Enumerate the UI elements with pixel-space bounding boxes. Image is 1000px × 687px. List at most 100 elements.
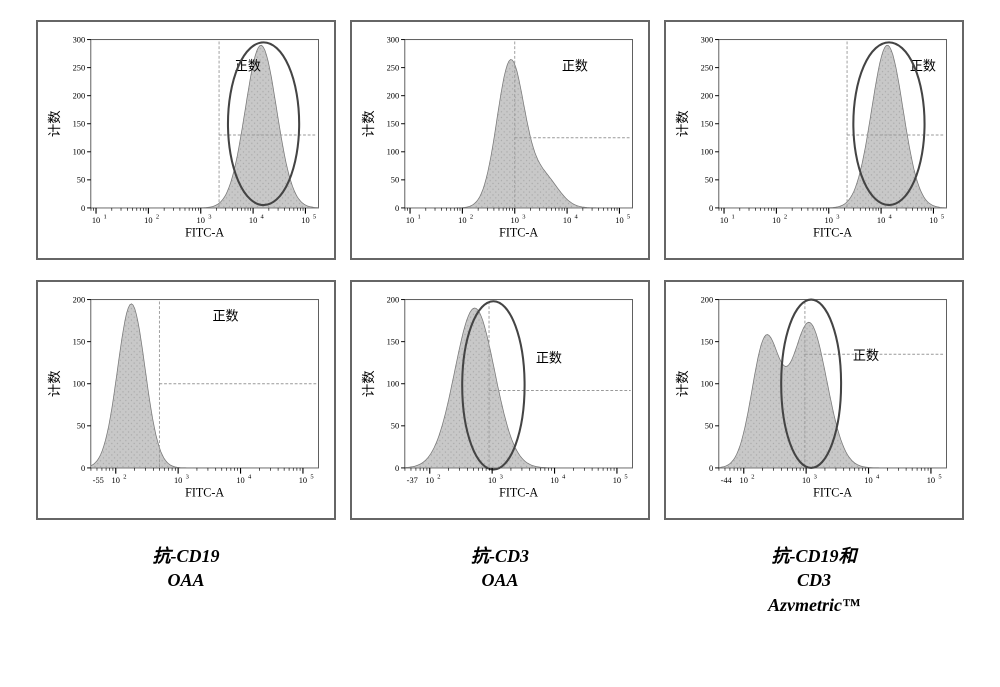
x-tick-exp: 2 (123, 473, 126, 480)
x-tick-exp: 3 (522, 213, 526, 220)
x-tick-exp: 4 (248, 473, 252, 480)
y-tick-label: 200 (387, 90, 400, 100)
y-tick-label: 200 (701, 90, 714, 100)
y-tick-label: 200 (73, 90, 86, 100)
x-tick-exp: 3 (208, 213, 212, 220)
y-tick-label: 100 (73, 147, 86, 157)
x-tick-exp: 4 (261, 213, 265, 220)
col-label-3: 抗-CD19和 CD3 Azvmetric™ (664, 544, 964, 617)
x-tick-exp: 5 (310, 473, 314, 480)
histogram (719, 322, 947, 468)
x-tick-label: 10 (197, 215, 205, 225)
histogram (91, 45, 319, 208)
y-tick-label: 150 (387, 336, 400, 346)
col-label-2: 抗-CD3 OAA (350, 544, 650, 617)
x-tick-label: 10 (112, 475, 120, 485)
x-axis-label: FITC-A (499, 225, 538, 239)
panel-top-right: 正数050100150200250300101102103104105FITC-… (664, 20, 964, 260)
x-tick-label: 10 (458, 215, 466, 225)
x-tick-label: 10 (927, 475, 935, 485)
x-tick-exp: 4 (575, 213, 579, 220)
x-tick-label: 10 (877, 215, 885, 225)
x-axis-label: FITC-A (185, 485, 224, 499)
y-tick-label: 250 (701, 62, 714, 72)
y-tick-label: 150 (701, 336, 714, 346)
x-tick-exp: 2 (470, 213, 473, 220)
x-tick-exp: 2 (437, 473, 440, 480)
x-tick-label: 10 (864, 475, 872, 485)
x-min-label: -44 (721, 475, 733, 485)
y-tick-label: 150 (387, 119, 400, 129)
x-tick-label: 10 (550, 475, 558, 485)
panel-bot-mid: 正数050100150200102103104105-37FITC-A计数 (350, 280, 650, 520)
x-tick-exp: 4 (876, 473, 880, 480)
x-tick-exp: 5 (624, 473, 628, 480)
gate-label: 正数 (562, 58, 588, 73)
histogram (405, 308, 633, 468)
x-tick-label: 10 (92, 215, 100, 225)
x-tick-exp: 4 (562, 473, 566, 480)
y-axis-label: 计数 (361, 110, 376, 137)
x-tick-label: 10 (426, 475, 434, 485)
panel-bot-left: 正数050100150200102103104105-55FITC-A计数 (36, 280, 336, 520)
y-tick-label: 300 (387, 34, 400, 44)
panel-bot-right: 正数050100150200102103104105-44FITC-A计数 (664, 280, 964, 520)
y-tick-label: 100 (387, 147, 400, 157)
y-tick-label: 150 (73, 119, 86, 129)
y-tick-label: 250 (73, 62, 86, 72)
y-tick-label: 50 (77, 421, 85, 431)
y-tick-label: 50 (391, 421, 399, 431)
y-tick-label: 0 (81, 203, 85, 213)
y-tick-label: 150 (701, 119, 714, 129)
x-tick-label: 10 (613, 475, 621, 485)
y-tick-label: 0 (81, 463, 85, 473)
x-tick-exp: 5 (313, 213, 317, 220)
gate-label: 正数 (212, 308, 238, 323)
y-axis-label: 计数 (675, 110, 690, 137)
y-tick-label: 0 (395, 463, 399, 473)
x-tick-label: 10 (929, 215, 937, 225)
x-axis-label: FITC-A (813, 485, 852, 499)
x-tick-label: 10 (720, 215, 728, 225)
y-tick-label: 200 (701, 294, 714, 304)
x-tick-label: 10 (740, 475, 748, 485)
x-tick-exp: 2 (751, 473, 754, 480)
x-tick-exp: 2 (784, 213, 787, 220)
x-tick-label: 10 (772, 215, 780, 225)
col2-line1: 抗-CD3 (350, 544, 650, 568)
histogram (91, 304, 319, 468)
panel-top-left: 正数050100150200250300101102103104105FITC-… (36, 20, 336, 260)
x-tick-exp: 5 (938, 473, 942, 480)
y-tick-label: 0 (709, 463, 713, 473)
y-axis-label: 计数 (47, 110, 62, 137)
y-tick-label: 300 (701, 34, 714, 44)
x-axis-label: FITC-A (813, 225, 852, 239)
gate-label: 正数 (536, 351, 562, 366)
x-tick-exp: 3 (500, 473, 504, 480)
col2-line2: OAA (350, 568, 650, 592)
x-min-label: -37 (407, 475, 418, 485)
y-tick-label: 100 (701, 379, 714, 389)
y-tick-label: 200 (73, 294, 86, 304)
x-tick-label: 10 (488, 475, 496, 485)
y-tick-label: 150 (73, 336, 86, 346)
y-tick-label: 250 (387, 62, 400, 72)
y-tick-label: 100 (73, 379, 86, 389)
x-tick-label: 10 (615, 215, 623, 225)
col3-line3: Azvmetric™ (664, 593, 964, 617)
y-tick-label: 100 (387, 379, 400, 389)
y-tick-label: 300 (73, 34, 86, 44)
x-tick-label: 10 (301, 215, 309, 225)
x-tick-exp: 3 (814, 473, 818, 480)
x-tick-exp: 4 (889, 213, 893, 220)
y-axis-label: 计数 (47, 370, 62, 397)
histogram (405, 60, 633, 208)
y-tick-label: 0 (395, 203, 399, 213)
panel-top-mid: 正数050100150200250300101102103104105FITC-… (350, 20, 650, 260)
x-axis-label: FITC-A (499, 485, 538, 499)
x-tick-exp: 1 (418, 213, 421, 220)
x-tick-label: 10 (249, 215, 257, 225)
x-tick-label: 10 (174, 475, 182, 485)
x-tick-label: 10 (825, 215, 833, 225)
y-tick-label: 50 (705, 421, 713, 431)
